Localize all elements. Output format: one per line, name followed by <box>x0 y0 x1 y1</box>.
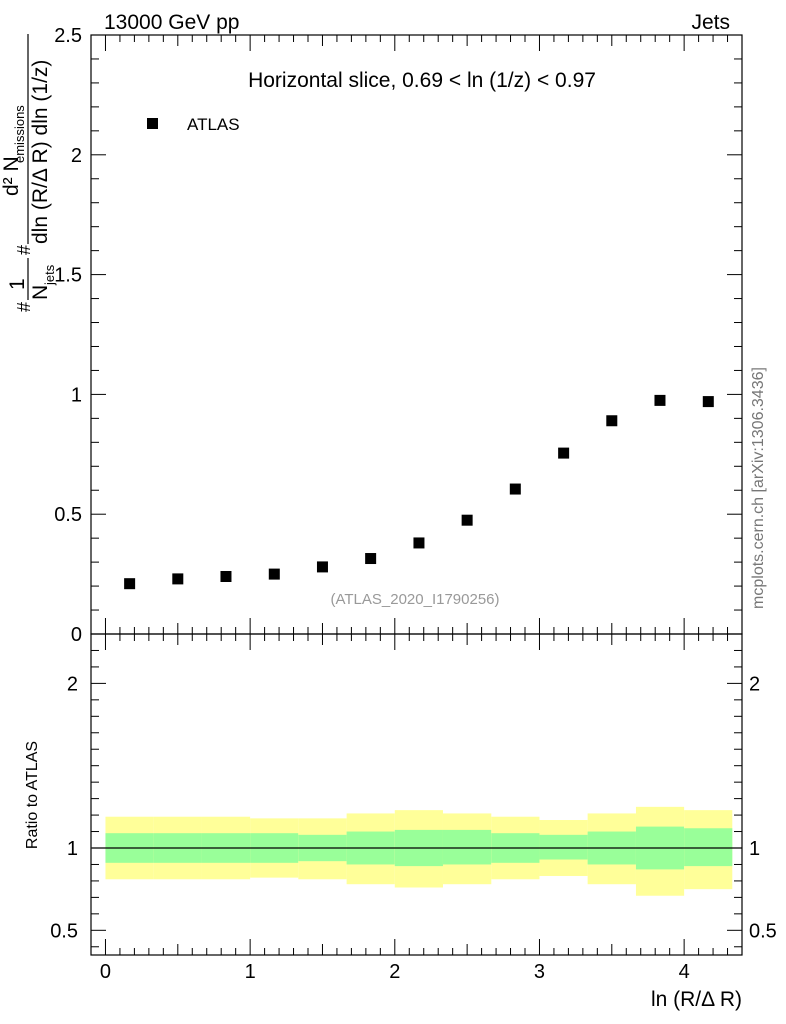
ylabel-emissions: emissions <box>12 105 27 163</box>
x-axis-label: ln (R/Δ R) <box>651 988 742 1011</box>
main-plot-title: Horizontal slice, 0.69 < ln (1/z) < 0.97 <box>248 69 596 92</box>
data-point-atlas <box>558 447 570 459</box>
x-tick-label: 0 <box>100 961 111 983</box>
ylabel-hash-1: # <box>14 302 34 312</box>
ylabel-one: 1 <box>6 278 29 290</box>
main-y-tick-label: 2.5 <box>54 25 82 47</box>
ratio-y-axis-label: Ratio to ATLAS <box>24 741 41 849</box>
data-point-atlas <box>461 514 473 526</box>
main-y-tick-label: 2 <box>71 145 82 167</box>
watermark: (ATLAS_2020_I1790256) <box>330 591 499 608</box>
ylabel-d2n: d² N <box>0 156 23 196</box>
ylabel-n: N <box>29 285 52 300</box>
data-point-atlas <box>172 573 184 585</box>
ratio-band-stat-bin <box>442 829 492 865</box>
ratio-band-stat-bin <box>684 828 733 867</box>
data-point-atlas <box>268 568 280 580</box>
energy-label: 13000 GeV pp <box>104 11 239 34</box>
ratio-y-tick-label-left: 2 <box>67 673 78 695</box>
x-tick-label: 4 <box>679 961 690 983</box>
x-tick-label: 1 <box>245 961 256 983</box>
ratio-y-tick-label-left: 1 <box>67 838 78 860</box>
x-tick-label: 3 <box>534 961 545 983</box>
main-y-tick-label: 0.5 <box>54 504 82 526</box>
main-y-axis-label: # 1 N jets # d² N emissions dln (R/Δ R) … <box>0 34 57 312</box>
data-point-atlas <box>365 553 377 565</box>
data-point-atlas <box>654 394 666 406</box>
ratio-y-tick-label-right: 0.5 <box>749 920 777 942</box>
legend-label-atlas: ATLAS <box>187 115 240 134</box>
ratio-y-tick-label-right: 2 <box>749 673 760 695</box>
legend-marker-atlas <box>147 118 158 129</box>
data-point-atlas <box>509 483 521 495</box>
data-point-atlas <box>702 396 714 408</box>
ylabel-jets: jets <box>42 264 57 286</box>
data-point-atlas <box>316 561 328 573</box>
main-y-tick-label: 1 <box>71 384 82 406</box>
main-y-tick-label: 0 <box>71 624 82 646</box>
ratio-y-tick-label-left: 0.5 <box>50 920 78 942</box>
data-point-atlas <box>220 570 232 582</box>
data-point-atlas <box>124 578 136 590</box>
ratio-plot: 0.5 0.5 1 1 2 2 0 1 2 3 4 <box>50 633 777 983</box>
ratio-y-tick-label-right: 1 <box>749 838 760 860</box>
ylabel-denominator: dln (R/Δ R) dln (1/z) <box>29 60 52 244</box>
side-credit-label: mcplots.cern.ch [arXiv:1306.3436] <box>750 367 767 609</box>
ratio-plot-frame <box>90 633 743 956</box>
process-label: Jets <box>691 11 730 34</box>
data-point-atlas <box>606 415 618 427</box>
ratio-band-stat-bin <box>539 834 588 860</box>
main-plot: 0 0.5 1 1.5 2 2.5 Horizontal slice, 0.69 < ln… <box>54 25 743 646</box>
ylabel-hash-2: # <box>14 245 34 255</box>
x-tick-label: 2 <box>389 961 400 983</box>
main-y-tick-label: 1.5 <box>54 265 82 287</box>
data-point-atlas <box>413 537 425 549</box>
